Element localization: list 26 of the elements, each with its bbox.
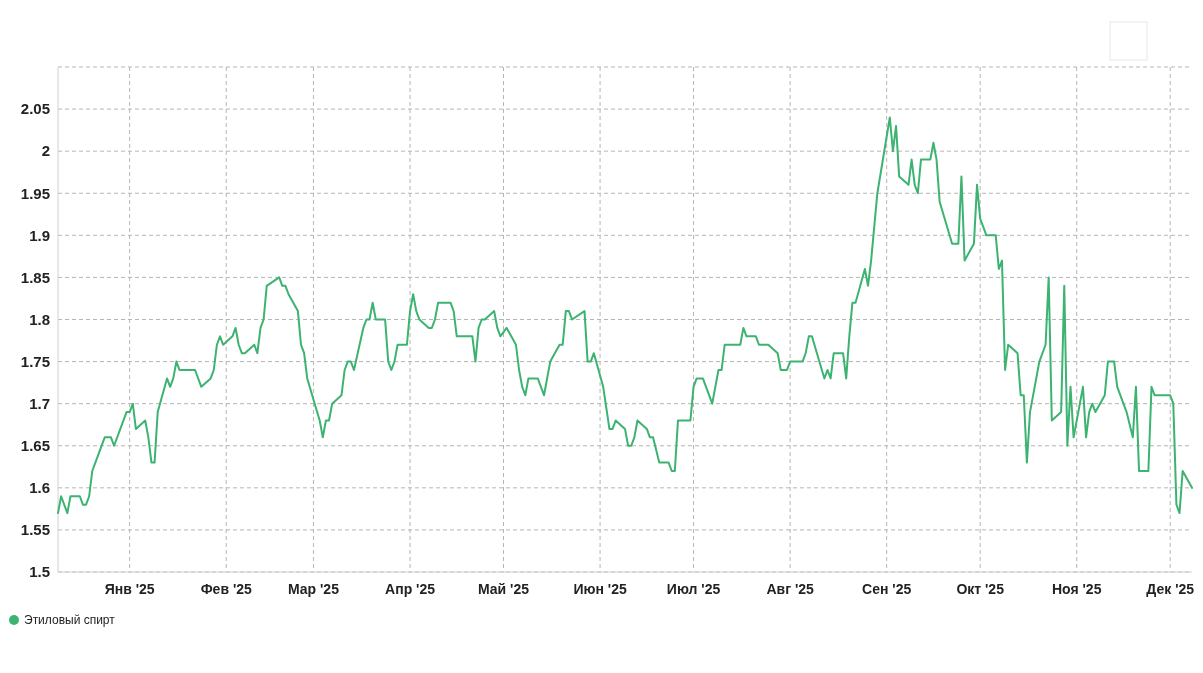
y-tick-label: 1.55 — [20, 521, 50, 539]
y-tick-label: 2 — [41, 142, 50, 160]
y-tick-label: 1.95 — [20, 184, 50, 202]
y-tick-label: 1.6 — [29, 479, 50, 497]
x-tick-label: Сен '25 — [862, 581, 912, 597]
x-tick-label: Май '25 — [477, 581, 530, 597]
x-tick-label: Июн '25 — [573, 581, 627, 597]
y-tick-label: 1.9 — [29, 226, 50, 244]
y-tick-label: 1.7 — [29, 394, 50, 412]
y-tick-label: 1.85 — [20, 268, 50, 286]
x-tick-label: Дек '25 — [1146, 581, 1195, 597]
legend-label: Этиловый спирт — [24, 613, 116, 628]
x-tick-label: Окт '25 — [956, 581, 1005, 597]
y-tick-label: 1.75 — [20, 352, 50, 370]
y-tick-label: 1.65 — [20, 437, 50, 454]
x-tick-label: Апр '25 — [385, 581, 436, 597]
x-tick-label: Янв '25 — [104, 581, 155, 597]
x-tick-label: Мар '25 — [287, 581, 340, 597]
x-tick-label: Ноя '25 — [1052, 581, 1102, 597]
y-tick-label: 1.8 — [29, 310, 50, 328]
y-tick-label: 2.05 — [20, 100, 50, 118]
x-tick-label: Фев '25 — [200, 581, 253, 597]
line-series — [57, 116, 1193, 515]
y-tick-label: 1.5 — [29, 563, 50, 581]
x-tick-label: Июл '25 — [666, 581, 721, 597]
x-tick-label: Авг '25 — [766, 581, 814, 597]
